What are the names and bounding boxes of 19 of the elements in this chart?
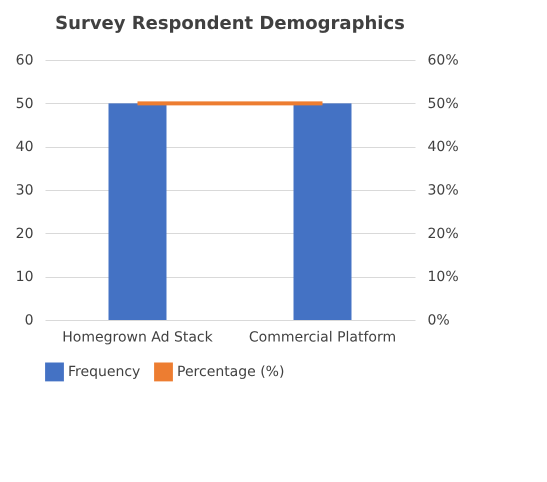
x-tick-label: Homegrown Ad Stack bbox=[62, 330, 214, 346]
legend-label: Frequency bbox=[68, 364, 140, 380]
y2-tick-label: 30% bbox=[428, 182, 459, 198]
y2-tick-label: 40% bbox=[428, 139, 459, 156]
x-tick-label: Commercial Platform bbox=[248, 330, 396, 346]
y2-tick-label: 50% bbox=[428, 96, 459, 112]
y2-tick-label: 20% bbox=[428, 226, 459, 242]
legend-label: Percentage (%) bbox=[177, 364, 284, 380]
y-tick-label: 30 bbox=[16, 182, 34, 198]
y2-tick-label: 0% bbox=[428, 312, 450, 328]
y2-tick-label: 10% bbox=[428, 269, 459, 286]
y-tick-label: 50 bbox=[16, 96, 34, 112]
y-tick-label: 0 bbox=[24, 312, 34, 328]
y-tick-label: 60 bbox=[16, 52, 34, 68]
chart-title: Survey Respondent Demographics bbox=[55, 13, 405, 34]
y-tick-label: 10 bbox=[16, 269, 34, 286]
y2-tick-label: 60% bbox=[428, 52, 459, 68]
y-tick-label: 40 bbox=[16, 139, 34, 156]
y-tick-label: 20 bbox=[16, 226, 34, 242]
